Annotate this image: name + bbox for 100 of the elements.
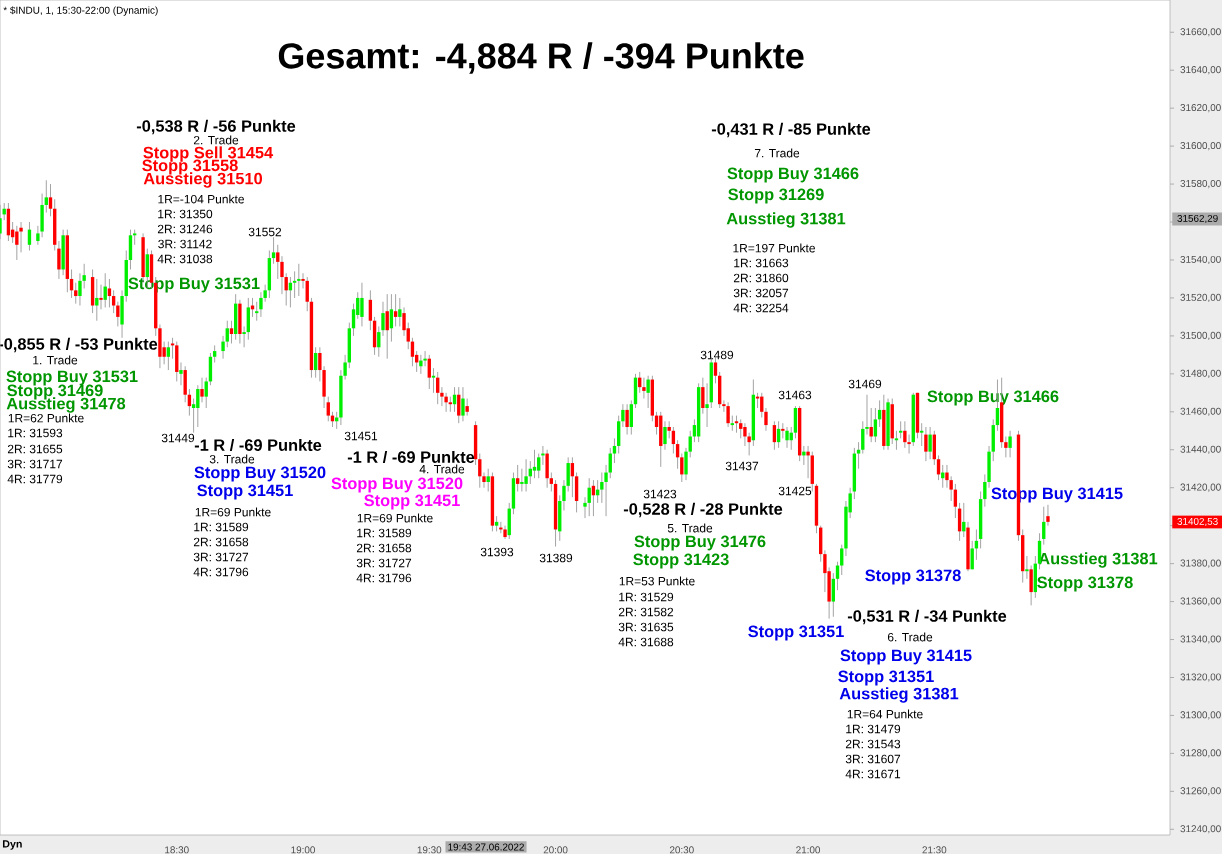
candlestick (368, 289, 373, 331)
annotation: 4R: 31688 (618, 637, 674, 647)
candlestick (44, 179, 48, 213)
candlestick (764, 407, 768, 432)
candlestick (705, 382, 709, 428)
annotation: Ausstieg 31381 (839, 687, 959, 703)
y-tick-label: 31420,00 (1180, 483, 1221, 492)
y-tick-label: 31300,00 (1180, 711, 1221, 720)
annotation: 2R: 31655 (7, 444, 63, 454)
candlestick (802, 445, 806, 466)
x-tick-label: 19:30 (417, 846, 442, 854)
annotation: 1R=69 Punkte (357, 513, 433, 523)
candlestick (515, 464, 520, 492)
annotation: 1R: 31589 (357, 528, 412, 538)
annotation: 4R: 31796 (356, 573, 412, 583)
y-tick-label: 31320,00 (1180, 673, 1221, 682)
annotation: 7. Trade (754, 148, 800, 158)
candlestick (621, 403, 625, 428)
annotation: 5. Trade (667, 523, 713, 533)
annotation: 1. Trade (33, 355, 78, 365)
candlestick (734, 415, 739, 434)
y-tick-label: 31580,00 (1180, 179, 1221, 189)
annotation: 31489 (700, 350, 734, 360)
annotation: Stopp 31269 (728, 188, 824, 204)
candlestick (604, 464, 608, 517)
candlestick (242, 326, 246, 348)
annotation: 2. Trade (193, 135, 239, 145)
candlestick (520, 468, 524, 492)
y-tick-label: 31640,00 (1180, 66, 1221, 75)
annotation: 1R: 31663 (734, 258, 789, 268)
annotation: 1R=69 Punkte (195, 507, 271, 517)
annotation: Ausstieg 31381 (1038, 552, 1158, 568)
y-tick-label: 31660,00 (1180, 28, 1221, 37)
annotation: 3R: 31727 (356, 558, 412, 568)
candlestick (116, 301, 120, 327)
candlestick (856, 441, 861, 470)
annotation: Stopp Buy 31520 (194, 466, 326, 482)
annotation: -0,538 R / -56 Punkte (136, 119, 296, 135)
annotation: 4R: 32254 (733, 303, 789, 313)
candlestick (229, 320, 234, 344)
y-tick-label: 31460,00 (1180, 407, 1221, 416)
candlestick (78, 272, 82, 306)
annotation: 31393 (480, 547, 514, 557)
y-tick-label: 31500,00 (1180, 331, 1221, 340)
annotation: Stopp 31378 (1037, 576, 1133, 592)
text: Dyn (2, 840, 22, 850)
y-tick-label: 31340,00 (1180, 635, 1221, 644)
candlestick (179, 362, 183, 386)
y-tick-label: 31260,00 (1180, 787, 1221, 796)
annotation: 1R: 31479 (846, 724, 901, 734)
candlestick (57, 240, 61, 280)
candlestick (739, 418, 743, 439)
candlestick (920, 422, 924, 447)
candlestick (625, 403, 629, 435)
annotation: Stopp 31351 (748, 625, 844, 641)
candlestick (1025, 555, 1029, 580)
candlestick (503, 525, 507, 540)
annotation: Stopp Buy 31476 (634, 535, 766, 551)
x-tick-label: 20:30 (669, 846, 694, 854)
candlestick (19, 221, 23, 253)
candlestick (297, 263, 301, 297)
annotation: 4R: 31779 (7, 474, 63, 484)
y-tick-label: 31540,00 (1180, 255, 1221, 265)
candlestick (393, 293, 398, 327)
x-tick-label: 19:00 (291, 846, 315, 854)
text: 31402,53 (1177, 517, 1218, 527)
annotation: Stopp 31378 (865, 569, 961, 585)
candlestick (831, 572, 835, 618)
candlestick (612, 437, 617, 464)
candlestick (221, 335, 225, 360)
candlestick (629, 400, 633, 435)
annotation: 31449 (161, 433, 195, 443)
candlestick (894, 430, 899, 451)
candlestick (726, 401, 730, 428)
candlestick (335, 411, 339, 430)
y-tick-label: 31360,00 (1180, 597, 1221, 606)
candlestick (549, 472, 554, 492)
x-tick-label: 21:30 (922, 846, 947, 854)
candlestick (865, 394, 869, 435)
annotation: -1 R / -69 Punkte (347, 450, 475, 464)
annotation: * $INDU, 1, 15:30-22:00 (Dynamic) (3, 6, 158, 16)
candlestick (785, 426, 789, 449)
candlestick (48, 183, 53, 217)
candlestick (419, 354, 423, 375)
annotation: 31437 (725, 461, 759, 471)
candlestick (204, 377, 208, 409)
annotation: 2R: 31658 (356, 543, 412, 553)
annotation: 3R: 31717 (7, 459, 63, 469)
candlestick (524, 458, 528, 492)
candlestick (305, 276, 309, 312)
candlestick (898, 420, 903, 439)
candlestick (457, 386, 461, 424)
candlestick (461, 386, 465, 422)
candlestick (861, 420, 865, 454)
candlestick (1046, 504, 1050, 527)
y-tick-label: 31600,00 (1180, 142, 1221, 151)
candlestick (486, 468, 490, 492)
annotation: Stopp 31451 (364, 494, 460, 510)
candlestick (255, 301, 259, 322)
annotation: 2R: 31246 (157, 224, 213, 234)
